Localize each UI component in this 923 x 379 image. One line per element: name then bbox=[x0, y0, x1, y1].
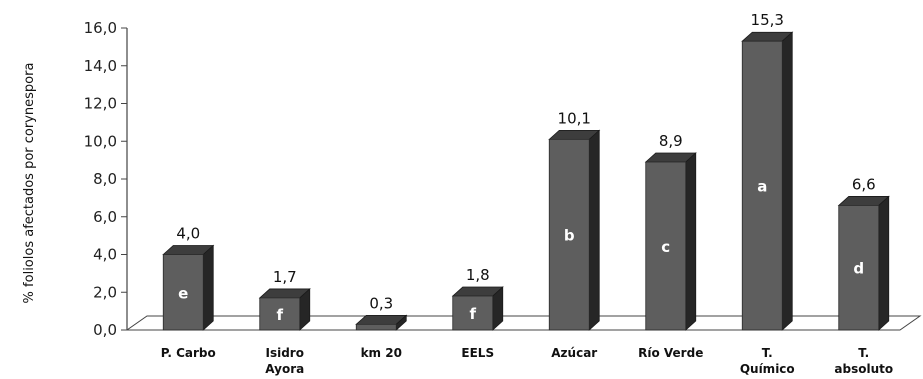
group-letter: f bbox=[276, 306, 283, 324]
bar-front bbox=[741, 40, 783, 331]
y-tick-label: 12,0 bbox=[84, 95, 117, 113]
group-letter: f bbox=[469, 305, 476, 323]
bar-side bbox=[588, 129, 600, 331]
data-label: 1,7 bbox=[273, 268, 297, 286]
data-label: 0,3 bbox=[369, 294, 393, 312]
bar bbox=[451, 286, 504, 331]
data-label: 15,3 bbox=[751, 11, 784, 29]
x-tick-label: EELS bbox=[461, 346, 494, 360]
chart-floor bbox=[125, 315, 922, 331]
bar bbox=[258, 288, 311, 331]
y-tick-label: 4,0 bbox=[93, 246, 117, 264]
data-label: 6,6 bbox=[852, 175, 876, 193]
bar bbox=[644, 152, 697, 331]
x-tick-label: Azúcar bbox=[551, 346, 597, 360]
x-tick-label: T. bbox=[858, 346, 869, 360]
bars bbox=[162, 31, 890, 331]
bar-front bbox=[162, 254, 204, 331]
x-tick-label: P. Carbo bbox=[161, 346, 216, 360]
x-tick-label: absoluto bbox=[834, 362, 893, 376]
y-tick-label: 0,0 bbox=[93, 321, 117, 339]
floor-plane bbox=[125, 315, 922, 331]
bar-front bbox=[259, 297, 301, 331]
bar-side bbox=[781, 31, 793, 331]
y-tick-label: 6,0 bbox=[93, 208, 117, 226]
y-tick-label: 16,0 bbox=[84, 19, 117, 37]
bar bbox=[741, 31, 794, 331]
y-axis: 0,0 2,0 4,0 6,0 8,0 10,0 12,0 14,0 16,0 bbox=[84, 19, 128, 339]
data-label: 1,8 bbox=[466, 266, 490, 284]
x-tick-label: Río Verde bbox=[638, 346, 703, 360]
bar-front bbox=[355, 323, 397, 331]
data-label: 8,9 bbox=[659, 132, 683, 150]
group-letter: a bbox=[757, 178, 767, 196]
bar-front bbox=[645, 161, 687, 331]
y-tick-label: 2,0 bbox=[93, 283, 117, 301]
bar-side bbox=[202, 244, 214, 331]
y-axis-title: % foliolos afectados por corynespora bbox=[22, 63, 37, 304]
bar-side bbox=[878, 195, 890, 331]
x-tick-label: T. bbox=[762, 346, 773, 360]
y-tick-label: 10,0 bbox=[84, 132, 117, 150]
bar-front bbox=[452, 295, 494, 331]
bar bbox=[355, 314, 408, 331]
bar-front bbox=[838, 205, 880, 331]
bar-front bbox=[548, 138, 590, 331]
bar bbox=[162, 244, 215, 331]
y-tick-label: 14,0 bbox=[84, 57, 117, 75]
labels: 4,0 e P. Carbo 1,7 f Isidro Ayora 0,3 km 20 1,8 f E… bbox=[161, 11, 893, 376]
bar bbox=[837, 195, 890, 331]
data-label: 10,1 bbox=[558, 109, 591, 127]
group-letter: d bbox=[853, 260, 864, 278]
x-tick-label: km 20 bbox=[361, 346, 402, 360]
x-tick-label: Isidro bbox=[266, 346, 304, 360]
bar bbox=[548, 129, 601, 331]
x-tick-label: Químico bbox=[740, 362, 795, 376]
group-letter: e bbox=[178, 284, 188, 302]
x-tick-label: Ayora bbox=[265, 362, 304, 376]
group-letter: c bbox=[661, 238, 670, 256]
y-tick-label: 8,0 bbox=[93, 170, 117, 188]
data-label: 4,0 bbox=[176, 225, 200, 243]
group-letter: b bbox=[564, 227, 575, 245]
bar-side bbox=[685, 152, 697, 331]
